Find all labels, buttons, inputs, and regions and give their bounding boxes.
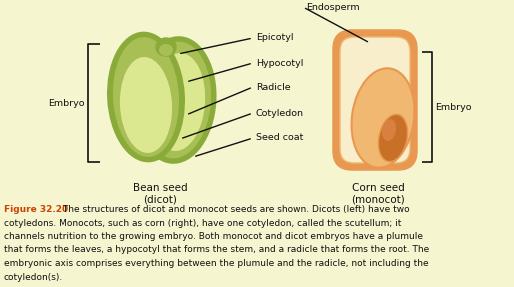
Text: Cotyledon: Cotyledon <box>256 108 304 117</box>
Ellipse shape <box>120 57 172 153</box>
Text: cotyledons. Monocots, such as corn (right), have one cotyledon, called the scute: cotyledons. Monocots, such as corn (righ… <box>4 218 401 228</box>
Text: Seed coat: Seed coat <box>256 133 303 143</box>
Text: Corn seed
(monocot): Corn seed (monocot) <box>351 183 405 205</box>
Text: Figure 32.20: Figure 32.20 <box>4 205 68 214</box>
Ellipse shape <box>137 38 215 162</box>
Text: that forms the leaves, a hypocotyl that forms the stem, and a radicle that forms: that forms the leaves, a hypocotyl that … <box>4 245 429 255</box>
FancyBboxPatch shape <box>340 37 410 163</box>
Text: The structures of dicot and monocot seeds are shown. Dicots (left) have two: The structures of dicot and monocot seed… <box>60 205 410 214</box>
Ellipse shape <box>352 68 414 168</box>
FancyBboxPatch shape <box>334 31 416 169</box>
Ellipse shape <box>378 114 408 162</box>
Text: embryonic axis comprises everything between the plumule and the radicle, not inc: embryonic axis comprises everything betw… <box>4 259 429 268</box>
Text: Hypocotyl: Hypocotyl <box>256 59 303 67</box>
Text: Endosperm: Endosperm <box>306 3 360 11</box>
Ellipse shape <box>108 33 183 161</box>
Ellipse shape <box>140 40 212 159</box>
Text: Epicotyl: Epicotyl <box>256 34 293 42</box>
Text: channels nutrition to the growing embryo. Both monocot and dicot embryos have a : channels nutrition to the growing embryo… <box>4 232 423 241</box>
Ellipse shape <box>156 38 176 56</box>
Ellipse shape <box>151 53 205 151</box>
Ellipse shape <box>159 44 173 56</box>
Text: Radicle: Radicle <box>256 82 290 92</box>
Text: Bean seed
(dicot): Bean seed (dicot) <box>133 183 187 205</box>
Text: Embryo: Embryo <box>435 102 471 112</box>
Ellipse shape <box>112 36 180 158</box>
Ellipse shape <box>382 119 396 141</box>
Text: Embryo: Embryo <box>48 98 85 108</box>
Text: cotyledon(s).: cotyledon(s). <box>4 272 63 282</box>
